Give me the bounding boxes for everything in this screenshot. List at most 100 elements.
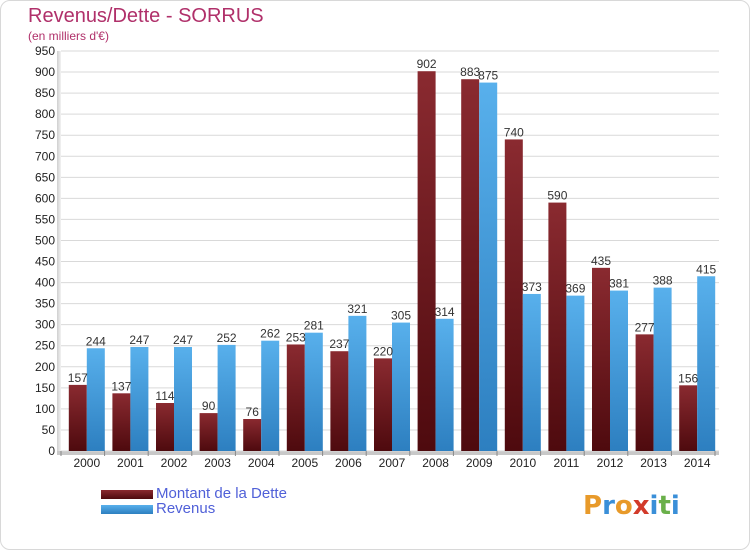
logo-letter: r bbox=[602, 491, 615, 521]
data-label-revenus-2001: 247 bbox=[129, 333, 149, 347]
y-tick-label: 400 bbox=[35, 276, 55, 290]
x-tick-label: 2005 bbox=[291, 456, 318, 470]
bar-dette-2010 bbox=[504, 139, 523, 451]
data-label-dette-2012: 435 bbox=[591, 254, 611, 268]
data-label-dette-2003: 90 bbox=[202, 399, 216, 413]
x-tick-label: 2004 bbox=[248, 456, 275, 470]
bar-revenus-2005 bbox=[304, 332, 323, 451]
x-tick-label: 2011 bbox=[553, 456, 579, 470]
y-tick-label: 100 bbox=[35, 402, 55, 416]
bar-revenus-2013 bbox=[653, 287, 672, 451]
x-tick-label: 2000 bbox=[73, 456, 100, 470]
logo-letter: x bbox=[632, 491, 650, 521]
y-tick-label: 600 bbox=[35, 191, 55, 205]
logo-letter: i bbox=[649, 491, 659, 521]
data-label-revenus-2012: 381 bbox=[609, 277, 629, 291]
bar-dette-2012 bbox=[592, 267, 610, 451]
data-label-revenus-2006: 321 bbox=[347, 302, 367, 316]
data-label-dette-2002: 114 bbox=[155, 389, 174, 403]
y-tick-label: 950 bbox=[35, 44, 55, 58]
x-tick-label: 2014 bbox=[684, 456, 711, 470]
y-tick-label: 450 bbox=[35, 255, 55, 269]
y-tick-label: 200 bbox=[35, 360, 55, 374]
chart-title: Revenus/Dette - SORRUS bbox=[28, 5, 264, 27]
bar-revenus-2006 bbox=[348, 315, 367, 451]
data-label-dette-2008: 902 bbox=[417, 57, 437, 71]
data-label-revenus-2014: 415 bbox=[696, 262, 716, 276]
bar-dette-2006 bbox=[330, 351, 349, 451]
bar-revenus-2012 bbox=[610, 290, 628, 451]
bar-revenus-2014 bbox=[697, 276, 716, 451]
x-tick-label: 2010 bbox=[509, 456, 536, 470]
bar-dette-2013 bbox=[635, 334, 654, 451]
x-tick-label: 2001 bbox=[117, 456, 144, 470]
data-label-dette-2005: 253 bbox=[286, 330, 306, 344]
data-label-dette-2010: 740 bbox=[504, 125, 524, 139]
data-label-revenus-2007: 305 bbox=[391, 309, 411, 323]
logo-letter: P bbox=[583, 491, 603, 521]
y-tick-label: 0 bbox=[48, 444, 55, 458]
y-tick-label: 250 bbox=[35, 339, 55, 353]
logo-letter: i bbox=[670, 491, 680, 521]
y-tick-label: 900 bbox=[35, 65, 55, 79]
bar-revenus-2003 bbox=[217, 344, 236, 451]
y-tick-label: 650 bbox=[35, 170, 55, 184]
data-label-revenus-2005: 281 bbox=[304, 319, 324, 333]
y-tick-label: 500 bbox=[35, 233, 55, 247]
plot-left-wall bbox=[57, 51, 61, 455]
x-tick-label: 2002 bbox=[161, 456, 188, 470]
y-tick-label: 150 bbox=[35, 381, 55, 395]
legend-label-debt: Montant de la Dette bbox=[156, 485, 287, 502]
legend-label-revenus: Revenus bbox=[156, 500, 216, 517]
bar-revenus-2001 bbox=[130, 347, 149, 451]
legend-swatch-revenus bbox=[101, 505, 153, 514]
x-tick-label: 2006 bbox=[335, 456, 362, 470]
chart-subtitle: (en milliers d'€) bbox=[28, 29, 109, 43]
data-label-dette-2013: 277 bbox=[635, 320, 655, 334]
y-tick-label: 750 bbox=[35, 128, 55, 142]
data-label-revenus-2003: 252 bbox=[217, 331, 237, 345]
bar-dette-2007 bbox=[374, 358, 392, 451]
bar-revenus-2002 bbox=[174, 347, 192, 451]
data-label-revenus-2011: 369 bbox=[565, 282, 585, 296]
data-label-revenus-2009: 875 bbox=[478, 69, 498, 83]
data-label-dette-2009: 883 bbox=[460, 65, 480, 79]
y-tick-label: 800 bbox=[35, 107, 55, 121]
x-tick-label: 2007 bbox=[379, 456, 406, 470]
bar-revenus-2009 bbox=[479, 82, 498, 451]
y-tick-label: 50 bbox=[42, 423, 56, 437]
x-tick-label: 2012 bbox=[597, 456, 624, 470]
data-label-revenus-2002: 247 bbox=[173, 333, 193, 347]
proxiti-logo: Proxiti bbox=[583, 491, 680, 521]
plot-floor bbox=[57, 451, 719, 455]
bar-dette-2004 bbox=[243, 419, 262, 451]
bar-revenus-2004 bbox=[261, 340, 280, 451]
bar-dette-2014 bbox=[679, 385, 698, 451]
y-tick-label: 350 bbox=[35, 297, 55, 311]
logo-letter: o bbox=[614, 491, 633, 521]
bar-revenus-2011 bbox=[566, 295, 585, 451]
bar-dette-2011 bbox=[548, 202, 567, 451]
data-label-dette-2011: 590 bbox=[547, 189, 567, 203]
data-label-dette-2001: 137 bbox=[111, 379, 131, 393]
bar-revenus-2010 bbox=[522, 293, 541, 451]
bar-dette-2001 bbox=[112, 393, 131, 451]
bar-dette-2002 bbox=[156, 403, 174, 451]
bar-dette-2005 bbox=[286, 344, 305, 451]
data-label-revenus-2000: 244 bbox=[86, 334, 106, 348]
x-tick-label: 2013 bbox=[640, 456, 667, 470]
x-tick-label: 2003 bbox=[204, 456, 231, 470]
y-tick-label: 550 bbox=[35, 212, 55, 226]
y-tick-label: 300 bbox=[35, 318, 55, 332]
data-label-dette-2014: 156 bbox=[678, 371, 698, 385]
data-label-dette-2004: 76 bbox=[246, 405, 260, 419]
data-label-revenus-2008: 314 bbox=[435, 305, 455, 319]
bar-revenus-2007 bbox=[392, 322, 410, 451]
data-label-dette-2007: 220 bbox=[373, 344, 393, 358]
data-label-revenus-2004: 262 bbox=[260, 327, 280, 341]
logo-letter: t bbox=[658, 491, 671, 521]
bar-dette-2008 bbox=[417, 71, 436, 452]
legend-swatch-debt bbox=[101, 490, 153, 499]
